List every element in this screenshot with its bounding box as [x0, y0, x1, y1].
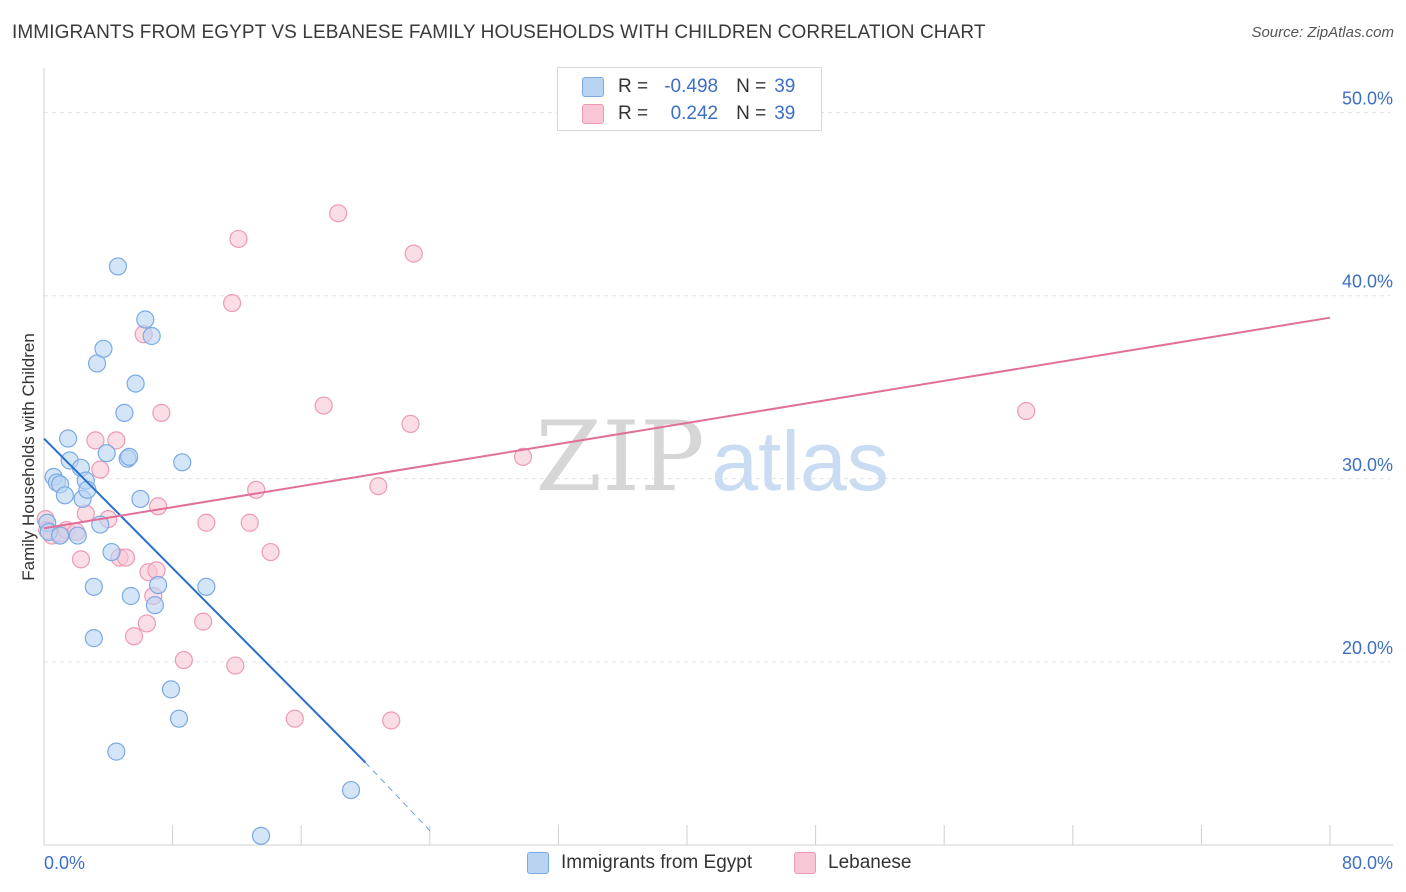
legend-r-value-lebanese: 0.242 — [670, 103, 719, 124]
lebanese-point — [404, 244, 423, 263]
lebanese-point — [285, 709, 304, 728]
legend-n-label: N = — [736, 76, 767, 97]
lebanese-point — [240, 513, 259, 532]
egypt-point — [173, 453, 192, 472]
bottom-legend-lebanese: Lebanese — [794, 852, 911, 874]
lebanese-point — [197, 513, 216, 532]
y-tick-label: 50.0% — [1342, 89, 1393, 109]
egypt-point — [120, 447, 139, 466]
lebanese-point — [401, 414, 420, 433]
egypt-point — [131, 489, 150, 509]
correlation-legend: R = -0.498 N = 39 R = 0.242 N = 39 — [557, 67, 822, 131]
y-tick-label: 30.0% — [1342, 455, 1393, 475]
x-tick-label: 80.0% — [1342, 853, 1393, 873]
egypt-point — [115, 403, 134, 422]
egypt-trend-extension — [365, 762, 434, 835]
lebanese-point — [149, 497, 168, 516]
bottom-legend-label-egypt: Immigrants from Egypt — [561, 852, 753, 873]
egypt-point — [59, 429, 78, 448]
bottom-legend-label-lebanese: Lebanese — [828, 852, 912, 873]
egypt-point — [161, 680, 181, 699]
lebanese-point — [229, 229, 248, 249]
axes — [43, 68, 1393, 846]
trend-lines — [43, 316, 1331, 835]
legend-r-label: R = — [618, 76, 649, 97]
egypt-point — [107, 742, 126, 761]
watermark-zip: ZIP — [535, 401, 704, 513]
watermark: ZIP atlas — [535, 401, 888, 513]
egypt-point — [108, 257, 128, 276]
bottom-legend-swatch-egypt — [527, 852, 549, 874]
egypt-point — [149, 575, 168, 595]
egypt-point — [341, 780, 361, 800]
lebanese-trend-line — [43, 316, 1331, 530]
lebanese-point — [86, 431, 105, 450]
lebanese-point — [124, 627, 144, 646]
lebanese-point — [71, 550, 91, 569]
points — [36, 204, 1036, 845]
lebanese-point — [329, 204, 348, 223]
y-tick-label: 20.0% — [1342, 638, 1393, 658]
lebanese-point — [137, 614, 156, 633]
egypt-point — [68, 526, 87, 545]
lebanese-point — [247, 480, 266, 499]
egypt-point — [169, 709, 189, 728]
grid — [44, 112, 1390, 663]
egypt-point — [142, 326, 161, 346]
lebanese-point — [369, 477, 388, 496]
legend-n-value-lebanese: 39 — [774, 103, 796, 124]
egypt-point — [145, 596, 165, 615]
egypt-point — [84, 577, 103, 596]
lebanese-point — [226, 656, 245, 675]
lebanese-point — [152, 403, 171, 422]
lebanese-point — [107, 431, 126, 450]
egypt-point — [78, 480, 97, 499]
lebanese-point — [314, 396, 333, 415]
lebanese-point — [174, 650, 193, 670]
egypt-point — [251, 826, 271, 845]
axis-labels: 20.0% 30.0% 40.0% 50.0% 0.0% 80.0% Family Hous… — [19, 89, 1393, 873]
chart-title: IMMIGRANTS FROM EGYPT VS LEBANESE FAMILY… — [12, 22, 986, 43]
egypt-point — [55, 486, 74, 505]
egypt-point — [84, 629, 103, 648]
legend-swatch-lebanese — [582, 104, 604, 124]
egypt-point — [136, 310, 155, 329]
lebanese-point — [513, 447, 533, 466]
lebanese-point — [91, 460, 110, 479]
lebanese-point — [382, 711, 401, 730]
source-credit: Source: ZipAtlas.com — [1251, 24, 1394, 41]
egypt-point — [102, 542, 121, 562]
bottom-legend-swatch-lebanese — [794, 852, 816, 874]
legend-r-value-egypt: -0.498 — [664, 76, 719, 97]
watermark-atlas: atlas — [711, 414, 888, 508]
lebanese-point — [1017, 401, 1036, 421]
legend-row-egypt: R = -0.498 N = 39 — [582, 76, 795, 98]
y-axis-title: Family Households with Children — [19, 333, 38, 581]
lebanese-point — [261, 542, 280, 562]
lebanese-point — [194, 612, 213, 631]
y-tick-label: 40.0% — [1342, 272, 1393, 292]
legend-row-lebanese: R = 0.242 N = 39 — [582, 103, 795, 125]
bottom-legend-egypt: Immigrants from Egypt — [527, 852, 752, 874]
egypt-point — [94, 339, 113, 358]
egypt-point — [121, 586, 140, 606]
lebanese-point — [222, 293, 242, 313]
egypt-point — [97, 444, 116, 463]
egypt-point — [126, 374, 145, 393]
legend-r-label: R = — [618, 103, 649, 124]
legend-swatch-egypt — [582, 77, 604, 97]
legend-n-label: N = — [736, 103, 767, 124]
egypt-point — [197, 577, 216, 596]
x-tick-label: 0.0% — [44, 853, 85, 873]
egypt-point — [50, 526, 70, 545]
legend-n-value-egypt: 39 — [774, 76, 796, 97]
egypt-trend-line — [43, 437, 367, 764]
